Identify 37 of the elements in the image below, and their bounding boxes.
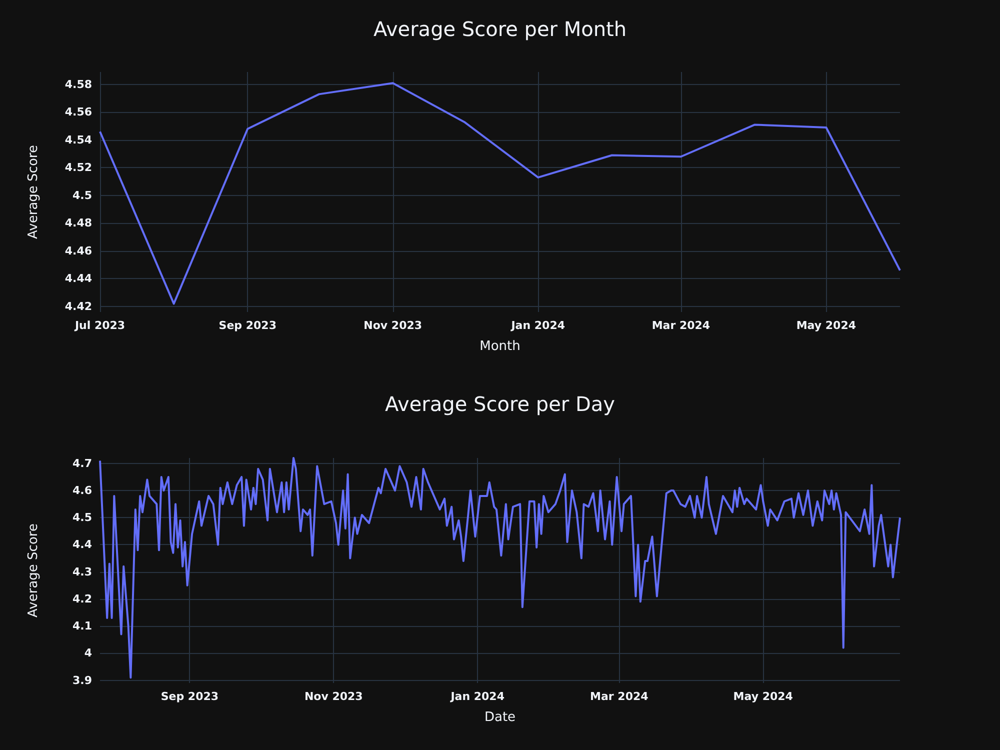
y-axis-title: Average Score [26,524,41,618]
y-tick-label: 4.44 [64,272,92,286]
x-tick-label: May 2024 [733,690,794,703]
line-series [99,457,901,679]
x-tick-label: Jan 2024 [450,690,505,703]
x-tick-label: Jan 2024 [510,319,566,332]
x-tick-label: Nov 2023 [364,319,422,332]
y-tick-label: 4.46 [64,244,92,258]
y-tick-label: 4.6 [72,484,92,498]
y-tick-label: 4.1 [72,620,92,633]
y-axis-title: Average Score [26,145,41,239]
x-tick-label: Nov 2023 [304,690,363,703]
y-tick-label: 4.5 [72,188,92,202]
y-tick-label: 4.3 [72,565,92,578]
x-tick-label: Sep 2023 [218,319,276,332]
y-tick-label: 3.9 [72,674,92,687]
y-tick-label: 4 [84,646,92,660]
y-tick-label: 4.58 [64,78,92,91]
y-tick-label: 4.2 [72,592,92,606]
y-tick-label: 4.56 [64,106,92,119]
y-tick-label: 4.54 [64,133,92,146]
x-tick-label: Jul 2023 [74,319,126,332]
x-tick-label: Mar 2024 [590,690,649,703]
y-tick-label: 4.52 [64,161,92,174]
y-tick-label: 4.4 [72,538,92,552]
chart-title: Average Score per Month [373,17,627,41]
line-series [99,82,901,305]
x-tick-label: May 2024 [796,319,856,332]
y-tick-label: 4.7 [72,456,92,470]
x-axis-title: Month [480,339,520,354]
x-tick-label: Mar 2024 [652,319,710,332]
chart-title: Average Score per Day [385,392,616,416]
x-axis-title: Date [484,710,516,725]
x-tick-label: Sep 2023 [160,690,219,703]
y-tick-label: 4.42 [64,300,92,313]
y-tick-label: 4.5 [72,511,92,524]
y-tick-label: 4.48 [64,216,92,230]
